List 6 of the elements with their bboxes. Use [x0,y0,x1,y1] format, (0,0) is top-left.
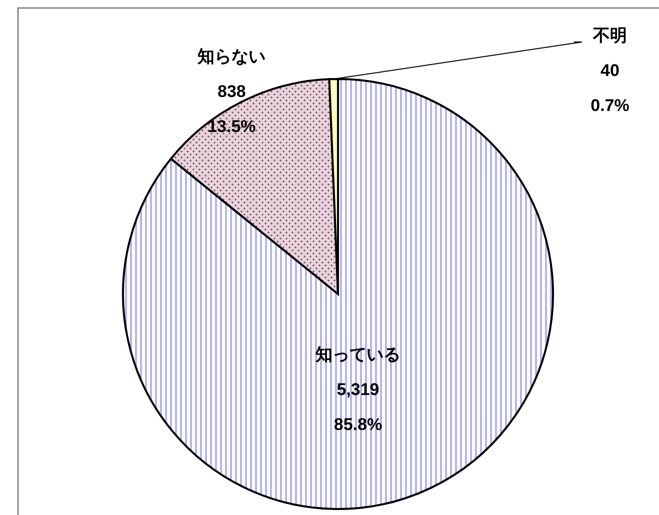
data-label: 40 0.7% [590,61,630,115]
slice-label: 知っている [314,345,400,364]
slice-label: 知らない [196,47,266,66]
data-label: 5,319 85.8% [334,380,382,434]
slice-label: 不明 [592,26,627,45]
data-label: 838 13.5% [208,82,256,136]
